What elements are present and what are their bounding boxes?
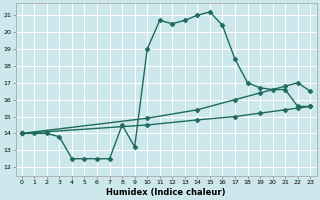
X-axis label: Humidex (Indice chaleur): Humidex (Indice chaleur) bbox=[106, 188, 226, 197]
